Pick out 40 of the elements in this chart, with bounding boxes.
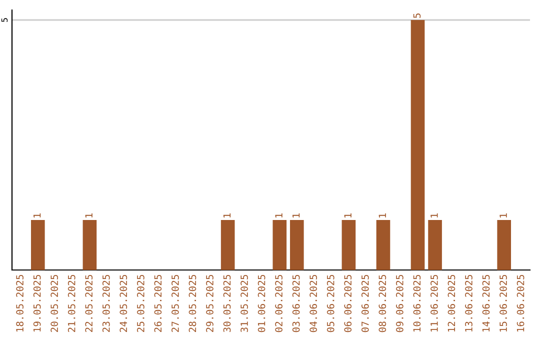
data-label: 1 (500, 213, 507, 218)
data-label: 1 (275, 213, 282, 218)
x-tick-label: 15.06.2025 (500, 274, 507, 332)
x-tick-label: 31.05.2025 (240, 274, 248, 332)
data-label: 1 (223, 213, 231, 218)
data-label: 1 (344, 213, 352, 218)
x-tick-label: 28.05.2025 (188, 274, 196, 332)
x-tick-label: 12.06.2025 (448, 274, 456, 332)
x-tick-label: 04.06.2025 (310, 274, 318, 332)
x-tick-label: 27.05.2025 (172, 274, 179, 332)
x-tick-label: 30.05.2025 (223, 274, 231, 332)
data-label: 1 (430, 213, 438, 218)
x-tick-label: 07.06.2025 (361, 274, 369, 332)
x-tick-label: 06.06.2025 (344, 274, 352, 332)
x-tick-label: 08.06.2025 (378, 274, 386, 332)
x-tick-label: 22.05.2025 (85, 274, 93, 332)
x-tick-label: 18.05.2025 (16, 274, 24, 332)
x-tick-label: 14.06.2025 (482, 274, 490, 332)
x-tick-label: 29.05.2025 (206, 274, 214, 332)
data-label: 1 (292, 213, 300, 218)
x-tick-label: 09.06.2025 (396, 274, 404, 332)
x-tick-label: 13.06.2025 (465, 274, 472, 332)
data-label: 1 (85, 213, 92, 218)
x-tick-label: 23.05.2025 (102, 274, 110, 332)
x-tick-label: 02.06.2025 (275, 274, 282, 332)
data-label: 1 (378, 213, 386, 218)
x-tick-label: 01.06.2025 (258, 274, 266, 332)
x-tick-label: 05.06.2025 (326, 274, 334, 332)
x-tick-label: 20.05.2025 (50, 274, 58, 332)
x-tick-label: 11.06.2025 (430, 274, 438, 332)
x-tick-label: 26.05.2025 (154, 274, 162, 332)
data-label: 1 (34, 213, 41, 218)
data-label: 5 (413, 14, 421, 18)
x-tick-label: 16.06.2025 (516, 274, 524, 332)
x-tick-label: 10.06.2025 (413, 274, 421, 332)
x-tick-label: 21.05.2025 (68, 274, 76, 332)
x-tick-label: 25.05.2025 (136, 274, 144, 332)
x-tick-label: 24.05.2025 (120, 274, 128, 332)
x-tick-label: 19.05.2025 (33, 274, 41, 332)
x-tick-label: 03.06.2025 (292, 274, 300, 332)
